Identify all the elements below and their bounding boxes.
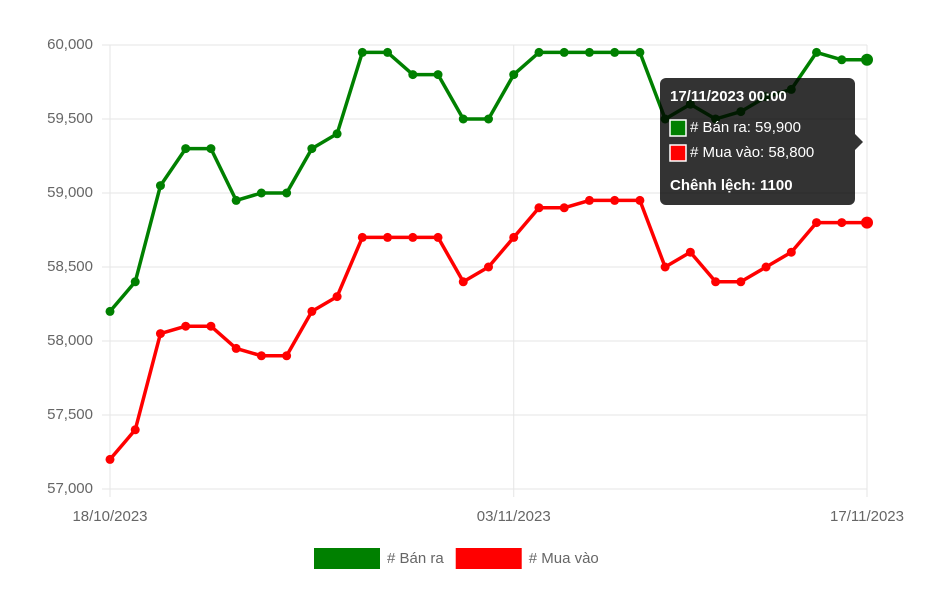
legend-label: # Bán ra xyxy=(387,550,444,567)
data-point xyxy=(408,232,418,242)
data-point xyxy=(332,129,342,139)
data-point xyxy=(256,188,266,198)
data-point xyxy=(610,195,620,205)
data-point xyxy=(610,47,620,57)
data-point xyxy=(484,114,493,124)
data-point xyxy=(786,247,796,257)
tooltip-box xyxy=(660,78,855,205)
data-point xyxy=(105,306,115,316)
y-tick-label: 57,500 xyxy=(47,406,93,423)
data-point xyxy=(130,425,140,435)
tooltip: 17/11/2023 00:00 # Bán ra: 59,900 # Mua và… xyxy=(660,78,863,205)
data-point xyxy=(534,47,544,57)
data-point xyxy=(635,195,645,205)
data-point xyxy=(181,144,191,154)
tooltip-title: 17/11/2023 00:00 xyxy=(670,88,787,105)
x-tick-label: 17/11/2023 xyxy=(830,508,904,525)
legend-label: # Mua vào xyxy=(529,550,599,567)
series-line xyxy=(108,198,867,461)
y-tick-label: 59,500 xyxy=(47,110,93,127)
legend-swatch xyxy=(314,548,380,569)
data-point xyxy=(584,195,594,205)
x-tick-label: 03/11/2023 xyxy=(477,508,551,525)
tooltip-footer: Chênh lệch: 1100 xyxy=(670,177,793,194)
data-point xyxy=(584,47,594,57)
data-point xyxy=(181,321,191,331)
data-point xyxy=(155,329,165,339)
data-point xyxy=(761,262,771,272)
data-point xyxy=(559,203,569,213)
data-point xyxy=(282,351,292,361)
data-point xyxy=(282,188,292,198)
tooltip-swatch xyxy=(669,119,687,137)
tooltip-swatch xyxy=(669,144,687,162)
y-tick-label: 59,000 xyxy=(47,184,93,201)
data-point xyxy=(231,343,241,353)
data-point xyxy=(812,47,822,57)
data-point xyxy=(130,277,140,287)
data-point xyxy=(206,144,216,154)
data-point xyxy=(383,47,393,57)
data-point xyxy=(635,47,645,57)
tooltip-line: # Bán ra: 59,900 xyxy=(690,119,801,136)
tooltip-line: # Mua vào: 58,800 xyxy=(690,144,814,161)
data-point xyxy=(559,47,569,57)
data-point xyxy=(736,277,746,287)
tooltip-caret xyxy=(855,134,863,150)
legend-swatch xyxy=(455,548,522,569)
data-point xyxy=(307,306,317,316)
data-point xyxy=(357,47,367,57)
data-point xyxy=(458,114,468,124)
data-point xyxy=(484,262,493,272)
y-tick-label: 57,000 xyxy=(47,480,93,497)
data-point xyxy=(509,232,519,242)
data-point xyxy=(861,53,873,66)
data-point xyxy=(332,292,342,302)
data-point xyxy=(433,70,443,80)
y-tick-label: 60,000 xyxy=(47,36,93,53)
data-point xyxy=(357,232,367,242)
data-point xyxy=(256,351,266,361)
data-point xyxy=(812,218,822,228)
y-tick-label: 58,000 xyxy=(47,332,93,349)
y-tick-label: 58,500 xyxy=(47,258,93,275)
data-point xyxy=(433,232,443,242)
data-point xyxy=(155,181,165,191)
data-point xyxy=(206,321,216,331)
data-point xyxy=(837,218,847,228)
data-point xyxy=(231,195,241,205)
data-point xyxy=(408,70,418,80)
data-point xyxy=(685,247,695,257)
data-point xyxy=(105,454,115,464)
data-point xyxy=(458,277,468,287)
data-point xyxy=(861,216,873,229)
data-point xyxy=(383,232,393,242)
data-point xyxy=(660,262,670,272)
data-point xyxy=(509,70,519,80)
data-point xyxy=(837,55,847,65)
data-point xyxy=(711,277,721,287)
data-point xyxy=(307,144,317,154)
x-tick-label: 18/10/2023 xyxy=(72,508,147,525)
data-point xyxy=(534,203,544,213)
